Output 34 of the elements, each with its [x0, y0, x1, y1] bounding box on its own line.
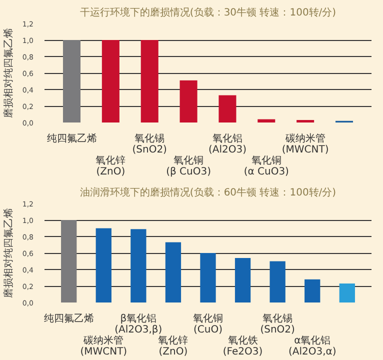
chart-title: 油润滑环境下的磨损情况(负载：60牛顿 转速：100转/分) — [80, 186, 336, 198]
bar — [270, 261, 286, 302]
bar — [304, 279, 320, 302]
bar — [130, 229, 146, 302]
bar — [102, 40, 120, 122]
x-tick-label: 氧化锌(ZnO) — [96, 154, 126, 178]
x-tick-label: 氧化铜(CuO) — [193, 312, 223, 336]
x-tick-label: 氧化锌(ZnO) — [158, 334, 188, 358]
x-tick-label: 氧化锡(SnO2) — [260, 312, 296, 336]
bar — [96, 228, 112, 302]
bar — [180, 80, 198, 122]
x-tick-label: α氧化铝(Al2O3,α) — [288, 334, 336, 358]
x-tick-label: 氧化铜(α CuO3) — [244, 154, 290, 178]
bar — [140, 40, 158, 122]
x-tick-label: 碳纳米管(MWCNT) — [80, 334, 128, 358]
bar — [234, 258, 251, 302]
x-tick-label: 氧化铁(Fe2O3) — [222, 334, 263, 358]
y-axis-title: 磨损相对纯四氟乙烯 — [2, 208, 14, 298]
bar — [62, 40, 81, 122]
x-tick-label: β氧化铝(Al2O3,β) — [114, 312, 162, 336]
chart-title: 干运行环境下的磨损情况(负载：30牛顿 转速：100转/分) — [80, 6, 336, 18]
bar — [61, 220, 77, 302]
x-tick-label: 碳纳米管(MWCNT) — [282, 132, 329, 156]
bar — [258, 119, 276, 122]
bar — [200, 253, 216, 302]
x-tick-label: 氧化锡(SnO2) — [132, 132, 168, 156]
bar — [218, 95, 236, 122]
x-tick-label: 纯四氟乙烯 — [46, 132, 97, 144]
x-tick-label: 纯四氟乙烯 — [44, 312, 94, 324]
x-tick-label: 氧化铝(Al2O3) — [208, 132, 247, 156]
x-tick-label: 氧化铜(β CuO3) — [166, 154, 212, 178]
bar — [339, 284, 355, 302]
y-axis-title: 磨损相对纯四氟乙烯 — [2, 28, 14, 118]
bar — [165, 242, 182, 302]
